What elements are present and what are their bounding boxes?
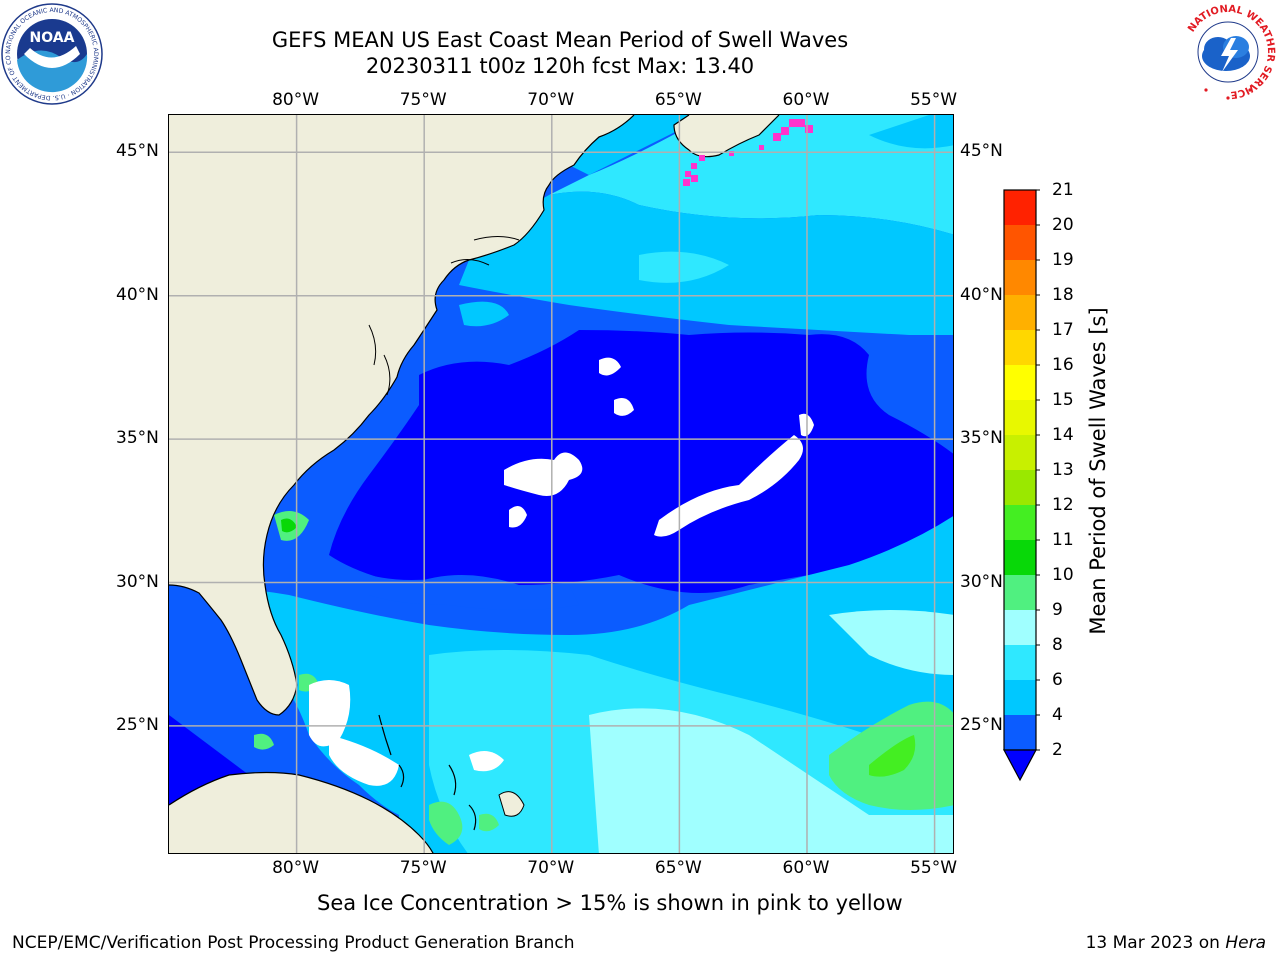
colorbar-tick-label: 12 — [1052, 495, 1074, 515]
colorbar-swatch — [1004, 435, 1036, 470]
colorbar-tick-label: 18 — [1052, 285, 1074, 305]
colorbar-tick-label: 16 — [1052, 355, 1074, 375]
colorbar-tick-label: 13 — [1052, 460, 1074, 480]
colorbar-label: Mean Period of Swell Waves [s] — [1086, 307, 1110, 635]
colorbar-swatch — [1004, 295, 1036, 330]
no-data-region — [504, 452, 583, 496]
colorbar-swatch — [1004, 610, 1036, 645]
lon-tick-label: 55°W — [910, 90, 958, 110]
colorbar-extend-arrow — [1003, 749, 1037, 782]
lon-tick-label: 80°W — [272, 858, 320, 878]
colorbar-swatch — [1004, 260, 1036, 295]
colorbar-swatch — [1004, 225, 1036, 260]
colorbar-swatch — [1004, 470, 1036, 505]
lon-tick-label: 65°W — [654, 858, 702, 878]
colorbar-tick-label: 19 — [1052, 250, 1074, 270]
sea-ice-note: Sea Ice Concentration > 15% is shown in … — [317, 891, 903, 915]
colorbar-tick-label: 10 — [1052, 565, 1074, 585]
colorbar-swatch — [1004, 330, 1036, 365]
lat-tick-label: 45°N — [116, 141, 159, 162]
colorbar-tick-label: 11 — [1052, 530, 1074, 550]
land-north-america — [169, 115, 634, 715]
footer-date-text: 13 Mar 2023 on — [1085, 933, 1226, 953]
lon-tick-label: 55°W — [910, 858, 958, 878]
lon-tick-label: 75°W — [399, 858, 447, 878]
colorbar-tick-label: 6 — [1052, 670, 1063, 690]
lat-tick-label: 25°N — [960, 714, 1003, 735]
colorbar-tick-label: 15 — [1052, 390, 1074, 410]
colorbar-swatch — [1004, 715, 1036, 750]
footer-credit: NCEP/EMC/Verification Post Processing Pr… — [12, 933, 575, 953]
colorbar-swatch — [1004, 190, 1036, 225]
noaa-logo-text: NOAA — [30, 30, 75, 46]
colorbar-tick-label: 4 — [1052, 705, 1063, 725]
footer-host: Hera — [1225, 933, 1266, 953]
colorbar-tick-label: 2 — [1052, 740, 1063, 760]
colorbar-tick-label: 17 — [1052, 320, 1074, 340]
colorbar-tick-label: 9 — [1052, 600, 1063, 620]
land-nova-scotia — [674, 115, 779, 157]
colorbar-swatch — [1004, 365, 1036, 400]
chart-subtitle: 20230311 t00z 120h fcst Max: 13.40 — [365, 54, 755, 78]
colorbar-tick-label: 14 — [1052, 425, 1074, 445]
lat-tick-label: 40°N — [960, 284, 1003, 305]
field-0-2s — [329, 330, 953, 593]
lat-tick-label: 35°N — [960, 428, 1003, 449]
map-field — [169, 115, 953, 853]
colorbar-tick-label: 8 — [1052, 635, 1063, 655]
lon-tick-label: 75°W — [399, 90, 447, 110]
noaa-logo: NATIONAL OCEANIC AND ATMOSPHERIC ADMINIS… — [0, 2, 103, 105]
footer-date: 13 Mar 2023 on Hera — [1086, 933, 1266, 953]
colorbar-swatch — [1004, 505, 1036, 540]
colorbar-swatch — [1004, 680, 1036, 715]
colorbar-tick-label: 21 — [1052, 180, 1074, 200]
colorbar-swatch — [1004, 400, 1036, 435]
colorbar-swatch — [1004, 540, 1036, 575]
lat-tick-label: 30°N — [960, 571, 1003, 592]
lon-tick-label: 80°W — [272, 90, 320, 110]
lon-tick-label: 60°W — [782, 90, 830, 110]
colorbar-swatch — [1004, 575, 1036, 610]
land-cuba — [169, 772, 433, 853]
lat-tick-label: 35°N — [116, 428, 159, 449]
sea-ice-pixels — [683, 119, 813, 186]
graticule — [169, 115, 953, 853]
colorbar — [1003, 189, 1040, 782]
swell-period-map — [168, 114, 954, 854]
lon-tick-label: 60°W — [782, 858, 830, 878]
lat-tick-label: 30°N — [116, 571, 159, 592]
nws-logo: NATIONAL WEATHER SERVICE — [1180, 4, 1276, 100]
lon-tick-label: 65°W — [654, 90, 702, 110]
chart-title: GEFS MEAN US East Coast Mean Period of S… — [271, 28, 849, 52]
lon-tick-label: 70°W — [527, 858, 575, 878]
field-6-8s-north — [549, 115, 953, 235]
colorbar-tick-label: 20 — [1052, 215, 1074, 235]
lon-tick-label: 70°W — [527, 90, 575, 110]
lat-tick-label: 40°N — [116, 284, 159, 305]
lat-tick-label: 25°N — [116, 714, 159, 735]
lat-tick-label: 45°N — [960, 141, 1003, 162]
colorbar-swatch — [1004, 645, 1036, 680]
